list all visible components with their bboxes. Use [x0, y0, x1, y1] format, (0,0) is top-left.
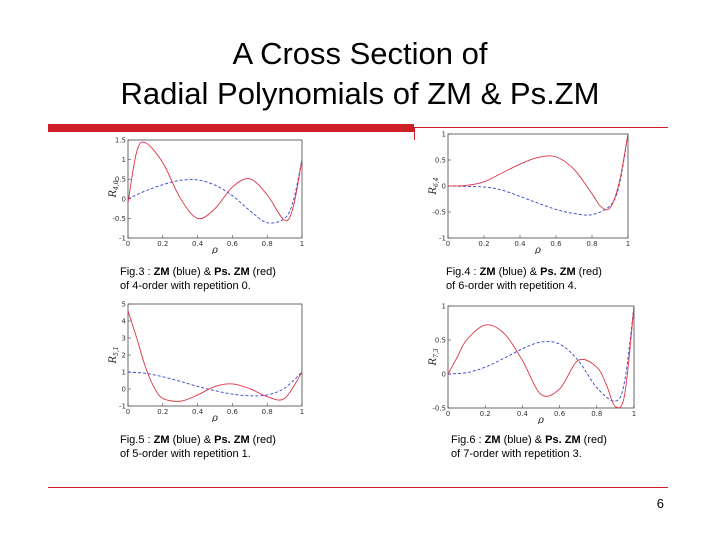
x-tick-label: 0.6	[554, 410, 566, 418]
x-tick-label: 0.2	[157, 240, 168, 248]
page-number: 6	[656, 496, 664, 511]
x-axis-label: ρ	[534, 245, 541, 254]
chart-svg: 0 0.2 0.4 0.6 0.8 1 -1 -0.5 0 0.5 1 R6,4 ρ	[428, 131, 630, 255]
series-line-pszm	[128, 141, 302, 222]
y-tick-label: 1.5	[115, 137, 126, 145]
caption-fig5: Fig.5 : ZM (blue) & Ps. ZM (red) of 5-or…	[120, 434, 276, 460]
x-tick-label: 0.6	[550, 240, 562, 248]
y-tick-label: 0	[442, 371, 446, 379]
plot-fig5: 0 0.2 0.4 0.6 0.8 1 -1 0 1 2 3 4 5 R5,1 ρ	[106, 300, 306, 423]
x-tick-label: 1	[632, 410, 636, 418]
x-tick-label: 1	[626, 240, 630, 248]
x-tick-label: 0.2	[480, 410, 491, 418]
y-axis-label: R5,1	[108, 346, 120, 364]
plot-fig3: 0 0.2 0.4 0.6 0.8 1 -1 -0.5 0 0.5 1 1.5 R4,0 ρ	[106, 136, 306, 255]
series-line-zm	[128, 159, 302, 224]
y-tick-label: -1	[119, 403, 126, 411]
x-axis-label: ρ	[211, 245, 218, 254]
y-tick-label: 0	[122, 386, 126, 394]
title-line-2: Radial Polynomials of ZM & Ps.ZM	[120, 76, 600, 111]
y-axis-label: R4,0	[108, 180, 120, 198]
y-tick-label: -0.5	[432, 405, 446, 413]
y-axis-label: R7,3	[428, 348, 440, 366]
caption-fig3: Fig.3 : ZM (blue) & Ps. ZM (red) of 4-or…	[120, 266, 276, 292]
plot-frame	[447, 133, 629, 239]
x-tick-label: 0.4	[514, 240, 526, 248]
y-tick-label: 5	[122, 301, 126, 309]
x-tick-label: 0.4	[517, 410, 529, 418]
y-axis-label: R6,4	[428, 177, 440, 195]
y-tick-label: 1	[442, 303, 446, 311]
x-tick-label: 0.8	[591, 410, 602, 418]
x-axis-label: ρ	[537, 415, 544, 424]
plot-frame	[127, 139, 303, 239]
series-line-pszm	[448, 134, 628, 211]
y-tick-label: 4	[122, 318, 127, 326]
caption-fig4: Fig.4 : ZM (blue) & Ps. ZM (red) of 6-or…	[446, 266, 602, 292]
y-tick-label: 0	[442, 183, 446, 191]
y-tick-label: -1	[439, 235, 446, 243]
series-line-zm	[448, 134, 628, 216]
series-line-pszm	[448, 306, 634, 408]
caption-fig6: Fig.6 : ZM (blue) & Ps. ZM (red) of 7-or…	[451, 434, 607, 460]
x-tick-label: 0	[126, 408, 130, 416]
x-tick-label: 0.8	[586, 240, 597, 248]
plot-fig4: 0 0.2 0.4 0.6 0.8 1 -1 -0.5 0 0.5 1 R6,4 ρ	[426, 130, 632, 255]
series-line-pszm	[128, 310, 302, 402]
accent-rule-vertical	[414, 128, 415, 140]
y-tick-label: 0	[122, 195, 126, 203]
x-tick-label: 0.4	[192, 240, 204, 248]
y-tick-label: 3	[122, 335, 126, 343]
title-line-1: A Cross Section of	[232, 36, 488, 71]
x-tick-label: 0.2	[478, 240, 489, 248]
y-tick-label: 0.5	[435, 337, 446, 345]
y-tick-label: 1	[122, 156, 126, 164]
x-tick-label: 0	[126, 240, 130, 248]
y-tick-label: 1	[442, 131, 446, 139]
y-tick-label: -0.5	[112, 215, 126, 223]
x-tick-label: 0	[446, 240, 450, 248]
accent-rule-thin	[414, 127, 668, 128]
x-tick-label: 1	[300, 408, 304, 416]
y-tick-label: -0.5	[432, 209, 446, 217]
x-axis-label: ρ	[211, 413, 218, 422]
accent-rule-thick	[48, 124, 414, 132]
x-tick-label: 0.2	[157, 408, 168, 416]
series-line-zm	[128, 371, 302, 397]
x-tick-label: 0	[446, 410, 450, 418]
x-tick-label: 0.4	[192, 408, 204, 416]
plot-frame	[447, 305, 635, 409]
x-tick-label: 0.6	[227, 240, 239, 248]
y-tick-label: 1	[122, 369, 126, 377]
y-tick-label: -1	[119, 235, 126, 243]
y-tick-label: 0.5	[115, 176, 126, 184]
chart-svg: 0 0.2 0.4 0.6 0.8 1 -1 -0.5 0 0.5 1 1.5 R4,0 ρ	[108, 137, 304, 255]
y-tick-label: 0.5	[435, 157, 446, 165]
plot-fig6: 0 0.2 0.4 0.6 0.8 1 -0.5 0 0.5 1 R7,3 ρ	[426, 302, 638, 425]
plot-frame	[127, 303, 303, 407]
x-tick-label: 0.8	[262, 408, 273, 416]
slide-title: A Cross Section of Radial Polynomials of…	[0, 34, 720, 114]
y-tick-label: 2	[122, 352, 126, 360]
x-tick-label: 0.8	[262, 240, 273, 248]
x-tick-label: 0.6	[227, 408, 239, 416]
footer-rule	[48, 487, 668, 488]
x-tick-label: 1	[300, 240, 304, 248]
series-line-zm	[448, 306, 634, 402]
